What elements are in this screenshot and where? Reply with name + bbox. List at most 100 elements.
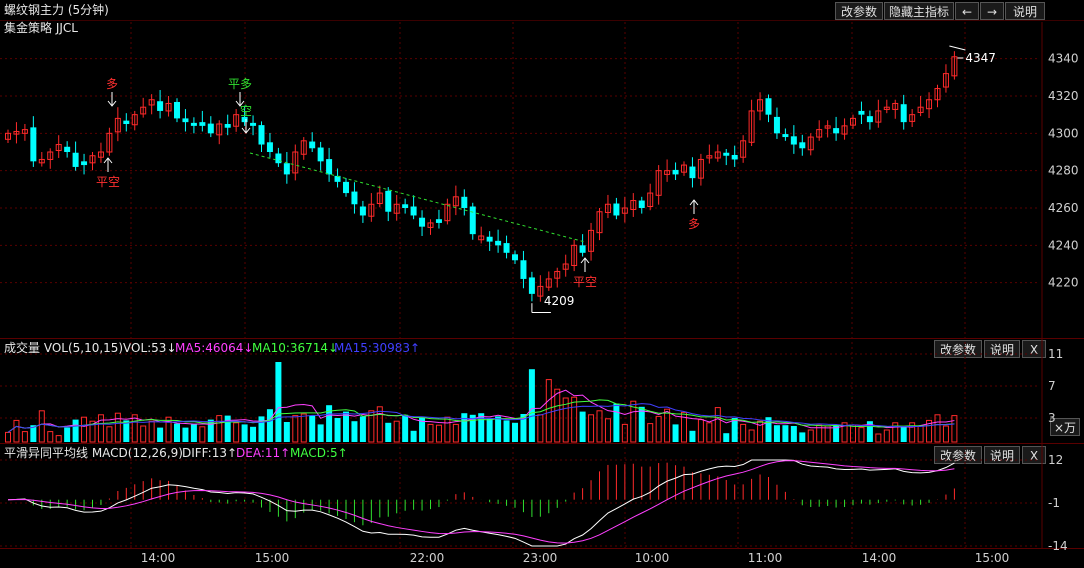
vol-ma15-line: [7, 403, 955, 433]
signal-arrow-up: [580, 257, 590, 272]
candle-body: [528, 277, 535, 294]
candle-body: [393, 203, 400, 214]
candle-body: [900, 104, 907, 123]
macd-change-params-button[interactable]: 改参数: [934, 446, 982, 464]
candle-body: [495, 240, 502, 246]
vol-axis-label: 11: [1048, 347, 1063, 361]
candle-body: [740, 140, 747, 158]
volume-bar: [731, 418, 738, 442]
volume-bar: [571, 396, 578, 443]
candle-body: [182, 118, 189, 123]
vol-help-button[interactable]: 说明: [984, 340, 1020, 358]
candle-body: [951, 56, 958, 77]
candle-body: [359, 206, 366, 216]
volume-bar: [723, 433, 730, 442]
macd-dea: DEA:11↑: [236, 446, 291, 460]
volume-bar: [757, 420, 764, 443]
volume-bar: [250, 426, 257, 442]
candle-body: [190, 122, 197, 126]
vol-change-params-button[interactable]: 改参数: [934, 340, 982, 358]
candle-body: [833, 128, 840, 134]
volume-bar: [81, 416, 88, 443]
volume-bar: [402, 414, 409, 442]
volume-bar: [207, 419, 214, 442]
high-marker-line: [949, 45, 966, 51]
volume-bar: [469, 414, 476, 442]
volume-bar: [816, 424, 823, 443]
help-button[interactable]: 说明: [1005, 2, 1045, 20]
candle-body: [30, 127, 37, 162]
candle-body: [199, 122, 206, 126]
candle-body: [909, 114, 916, 122]
vol-axis-label: 7: [1048, 379, 1056, 393]
candle-body: [934, 88, 941, 101]
vol-title: 成交量 VOL(5,10,15): [4, 341, 124, 355]
candle-body: [300, 140, 307, 155]
volume-bar: [300, 413, 307, 443]
candle-body: [545, 278, 552, 288]
volume-bar: [419, 417, 426, 442]
volume-bar: [89, 420, 96, 443]
volume-bar: [926, 419, 933, 443]
macd-value: MACD:5↑: [290, 446, 348, 460]
volume-bar: [266, 409, 273, 442]
candle-body: [613, 203, 620, 216]
price-axis-label: 4340: [1048, 52, 1079, 66]
vol-close-button[interactable]: X: [1022, 340, 1046, 358]
vol-ma10: MA10:36714↓: [252, 341, 339, 355]
volume-bar: [216, 415, 223, 443]
volume-bar: [512, 422, 518, 442]
volume-bar: [528, 369, 535, 442]
candle-body: [782, 134, 789, 138]
volume-bar: [64, 427, 71, 442]
volume-bar: [773, 425, 780, 442]
vol-ma15: MA15:30983↑: [334, 341, 421, 355]
vol-ma5: MA5:46064↓: [175, 341, 254, 355]
volume-bar: [359, 416, 366, 442]
candle-body: [241, 116, 248, 123]
volume-bar: [613, 403, 620, 442]
macd-close-button[interactable]: X: [1022, 446, 1046, 464]
volume-bar: [461, 413, 468, 442]
volume-bar: [21, 431, 28, 443]
candle-body: [461, 196, 468, 208]
right-arrow-button[interactable]: →: [980, 2, 1004, 20]
volume-bar: [5, 431, 11, 443]
volume-bar: [545, 379, 552, 443]
hide-main-indicator-button[interactable]: 隐藏主指标: [884, 2, 954, 20]
volume-bar: [72, 419, 79, 442]
candle-body: [638, 200, 645, 208]
macd-diff: DIFF:13↑: [182, 446, 238, 460]
volume-bar: [579, 411, 586, 442]
candle-body: [892, 102, 899, 110]
volume-bar: [655, 415, 662, 443]
macd-diff-line: [7, 459, 955, 547]
volume-bar: [47, 431, 54, 443]
volume-bar: [157, 427, 164, 442]
macd-dea-line: [7, 460, 955, 544]
candle-body: [723, 152, 730, 156]
volume-bar: [697, 419, 704, 443]
volume-bar: [790, 426, 797, 442]
volume-bar: [883, 429, 890, 443]
candle-body: [224, 124, 231, 128]
volume-bar: [537, 414, 544, 443]
signal-arrow-down: [241, 119, 251, 134]
change-params-button[interactable]: 改参数: [835, 2, 883, 20]
left-arrow-button[interactable]: ←: [955, 2, 979, 20]
macd-help-button[interactable]: 说明: [984, 446, 1020, 464]
volume-bar: [706, 422, 713, 443]
unit-toggle-button[interactable]: ×万: [1050, 418, 1080, 436]
volume-bar: [182, 427, 189, 442]
candle-body: [503, 243, 510, 253]
candle-body: [385, 190, 392, 212]
vol-ma10-line: [7, 399, 955, 433]
volume-bar: [410, 430, 417, 442]
time-axis-label: 10:00: [635, 551, 670, 565]
candle-body: [64, 146, 71, 152]
candle-body: [38, 158, 45, 164]
volume-bar: [681, 411, 687, 443]
trend-line: [249, 152, 586, 243]
price-vol-divider: [0, 338, 1084, 339]
